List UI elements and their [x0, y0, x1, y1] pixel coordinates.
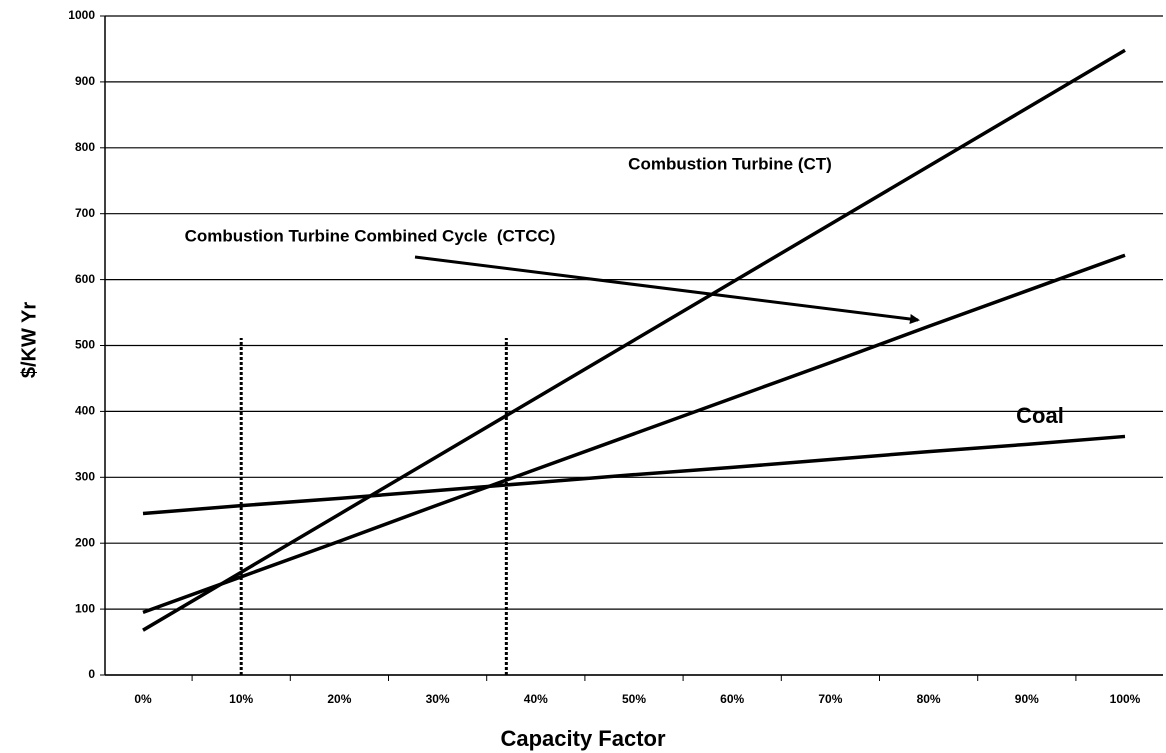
- x-tick-label: 100%: [1110, 692, 1141, 706]
- annotation-arrow: [414, 255, 920, 324]
- x-tick-label: 40%: [524, 692, 548, 706]
- y-tick-label: 100: [75, 601, 95, 615]
- line-series: [142, 253, 1126, 615]
- x-tick-label: 10%: [229, 692, 253, 706]
- x-tick-label: 30%: [426, 692, 450, 706]
- y-tick-label: 700: [75, 206, 95, 220]
- x-tick-label: 80%: [917, 692, 941, 706]
- line-series: [142, 48, 1126, 632]
- y-tick-label: 800: [75, 140, 95, 154]
- y-tick-label: 600: [75, 272, 95, 286]
- annotation: Combustion Turbine Combined Cycle (CTCC): [185, 226, 556, 245]
- y-tick-label: 900: [75, 74, 95, 88]
- line-series: [142, 434, 1126, 516]
- y-tick-label: 500: [75, 338, 95, 352]
- y-tick-label: 200: [75, 535, 95, 549]
- y-tick-label: 300: [75, 469, 95, 483]
- y-tick-label: 0: [88, 667, 95, 681]
- y-tick-label: 1000: [68, 8, 95, 22]
- x-tick-label: 70%: [818, 692, 842, 706]
- x-tick-label: 60%: [720, 692, 744, 706]
- annotation: Combustion Turbine (CT): [628, 154, 832, 173]
- x-axis-label: Capacity Factor: [500, 726, 665, 751]
- x-tick-label: 20%: [327, 692, 351, 706]
- y-tick-label: 400: [75, 404, 95, 418]
- y-axis-label: $/KW Yr: [18, 302, 40, 379]
- x-tick-label: 90%: [1015, 692, 1039, 706]
- x-tick-label: 50%: [622, 692, 646, 706]
- x-tick-label: 0%: [134, 692, 152, 706]
- annotation: Coal: [1016, 403, 1064, 428]
